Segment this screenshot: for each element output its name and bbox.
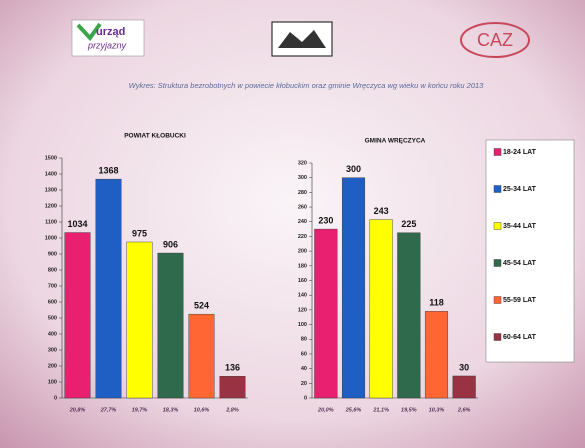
y-tick-label: 1400 — [45, 171, 57, 177]
x-tick-label: 20,8% — [69, 407, 86, 413]
y-tick-label: 300 — [48, 347, 57, 353]
legend-swatch — [493, 333, 502, 341]
legend-swatch — [493, 259, 502, 267]
y-tick-label: 260 — [298, 205, 307, 211]
logo-text: urząd — [96, 26, 125, 38]
legend-label: 60-64 LAT — [503, 334, 537, 341]
x-tick-label: 19,7% — [132, 407, 148, 413]
y-tick-label: 280 — [298, 190, 307, 196]
x-tick-label: 25,6% — [345, 407, 362, 413]
x-tick-label: 27,7% — [100, 407, 117, 413]
bar — [424, 311, 449, 399]
y-tick-label: 60 — [301, 351, 307, 357]
y-tick-label: 400 — [48, 331, 57, 337]
y-tick-label: 200 — [48, 363, 57, 369]
value-label: 230 — [318, 215, 333, 225]
logo-text: CAZ — [477, 30, 513, 50]
slide-title: Wykres: Struktura bezrobotnych w powieci… — [129, 81, 485, 90]
value-label: 906 — [163, 239, 178, 249]
logo-center — [271, 21, 333, 57]
bar — [397, 232, 421, 399]
logo-right: CAZ — [460, 22, 530, 58]
y-tick-label: 100 — [48, 379, 57, 385]
value-label: 524 — [194, 301, 209, 311]
y-tick-label: 600 — [48, 299, 57, 305]
legend-swatch — [493, 148, 502, 156]
y-tick-label: 800 — [48, 267, 57, 273]
legend-label: 25-34 LAT — [503, 186, 537, 193]
y-tick-label: 300 — [298, 175, 307, 181]
y-tick-label: 500 — [48, 315, 57, 321]
legend-label: 45-54 LAT — [503, 260, 537, 267]
bar — [219, 376, 246, 399]
x-tick-label: 10,3% — [429, 407, 445, 413]
bar — [95, 178, 122, 399]
y-tick-label: 40 — [301, 366, 307, 372]
legend-label: 18-24 LAT — [503, 149, 537, 156]
bar — [341, 177, 366, 399]
y-tick-label: 1300 — [45, 187, 57, 193]
y-tick-label: 200 — [298, 249, 307, 255]
y-tick-label: 220 — [298, 234, 307, 240]
value-label: 118 — [429, 298, 444, 308]
y-tick-label: 0 — [304, 395, 307, 401]
chart-title: GMINA WRĘCZYCA — [365, 138, 426, 145]
logo-left: urząd przyjazny — [71, 19, 145, 57]
y-tick-label: 1100 — [45, 219, 57, 225]
value-label: 300 — [346, 164, 361, 174]
legend-swatch — [493, 296, 502, 304]
y-tick-label: 700 — [48, 283, 57, 289]
chart-title: POWIAT KŁOBUCKI — [124, 133, 186, 140]
logo-text: przyjazny — [87, 40, 127, 50]
legend-swatch — [493, 222, 502, 230]
x-tick-label: 20,0% — [317, 407, 334, 413]
legend-label: 35-44 LAT — [503, 223, 537, 230]
value-label: 1034 — [67, 219, 87, 229]
y-tick-label: 320 — [298, 160, 307, 166]
bar — [188, 313, 215, 399]
bar — [369, 219, 393, 399]
y-tick-label: 180 — [298, 263, 307, 269]
legend-swatch — [493, 185, 502, 193]
x-tick-label: 19,5% — [401, 407, 417, 413]
bar — [157, 252, 184, 399]
x-tick-label: 21,1% — [372, 407, 389, 413]
value-label: 243 — [374, 206, 389, 216]
value-label: 225 — [401, 219, 416, 229]
x-tick-label: 2,8% — [225, 407, 239, 413]
y-tick-label: 1000 — [45, 235, 57, 241]
value-label: 30 — [459, 362, 469, 372]
bar — [64, 232, 91, 399]
x-tick-label: 2,6% — [457, 407, 471, 413]
y-tick-label: 100 — [298, 322, 307, 328]
value-label: 1368 — [98, 165, 118, 175]
y-tick-label: 900 — [48, 251, 57, 257]
bar — [452, 375, 476, 399]
bar — [126, 241, 153, 399]
value-label: 975 — [132, 228, 147, 238]
legend-box — [485, 139, 575, 363]
y-tick-label: 1500 — [45, 155, 57, 161]
legend-label: 55-59 LAT — [503, 297, 537, 304]
y-tick-label: 20 — [301, 381, 307, 387]
y-tick-label: 120 — [298, 307, 307, 313]
x-tick-label: 10,6% — [194, 407, 210, 413]
y-tick-label: 1200 — [45, 203, 57, 209]
y-tick-label: 240 — [298, 219, 307, 225]
x-tick-label: 18,3% — [163, 407, 179, 413]
bar — [314, 228, 338, 399]
y-tick-label: 0 — [54, 395, 57, 401]
y-tick-label: 160 — [298, 278, 307, 284]
y-tick-label: 140 — [298, 293, 307, 299]
value-label: 136 — [225, 363, 240, 373]
y-tick-label: 80 — [301, 337, 307, 343]
